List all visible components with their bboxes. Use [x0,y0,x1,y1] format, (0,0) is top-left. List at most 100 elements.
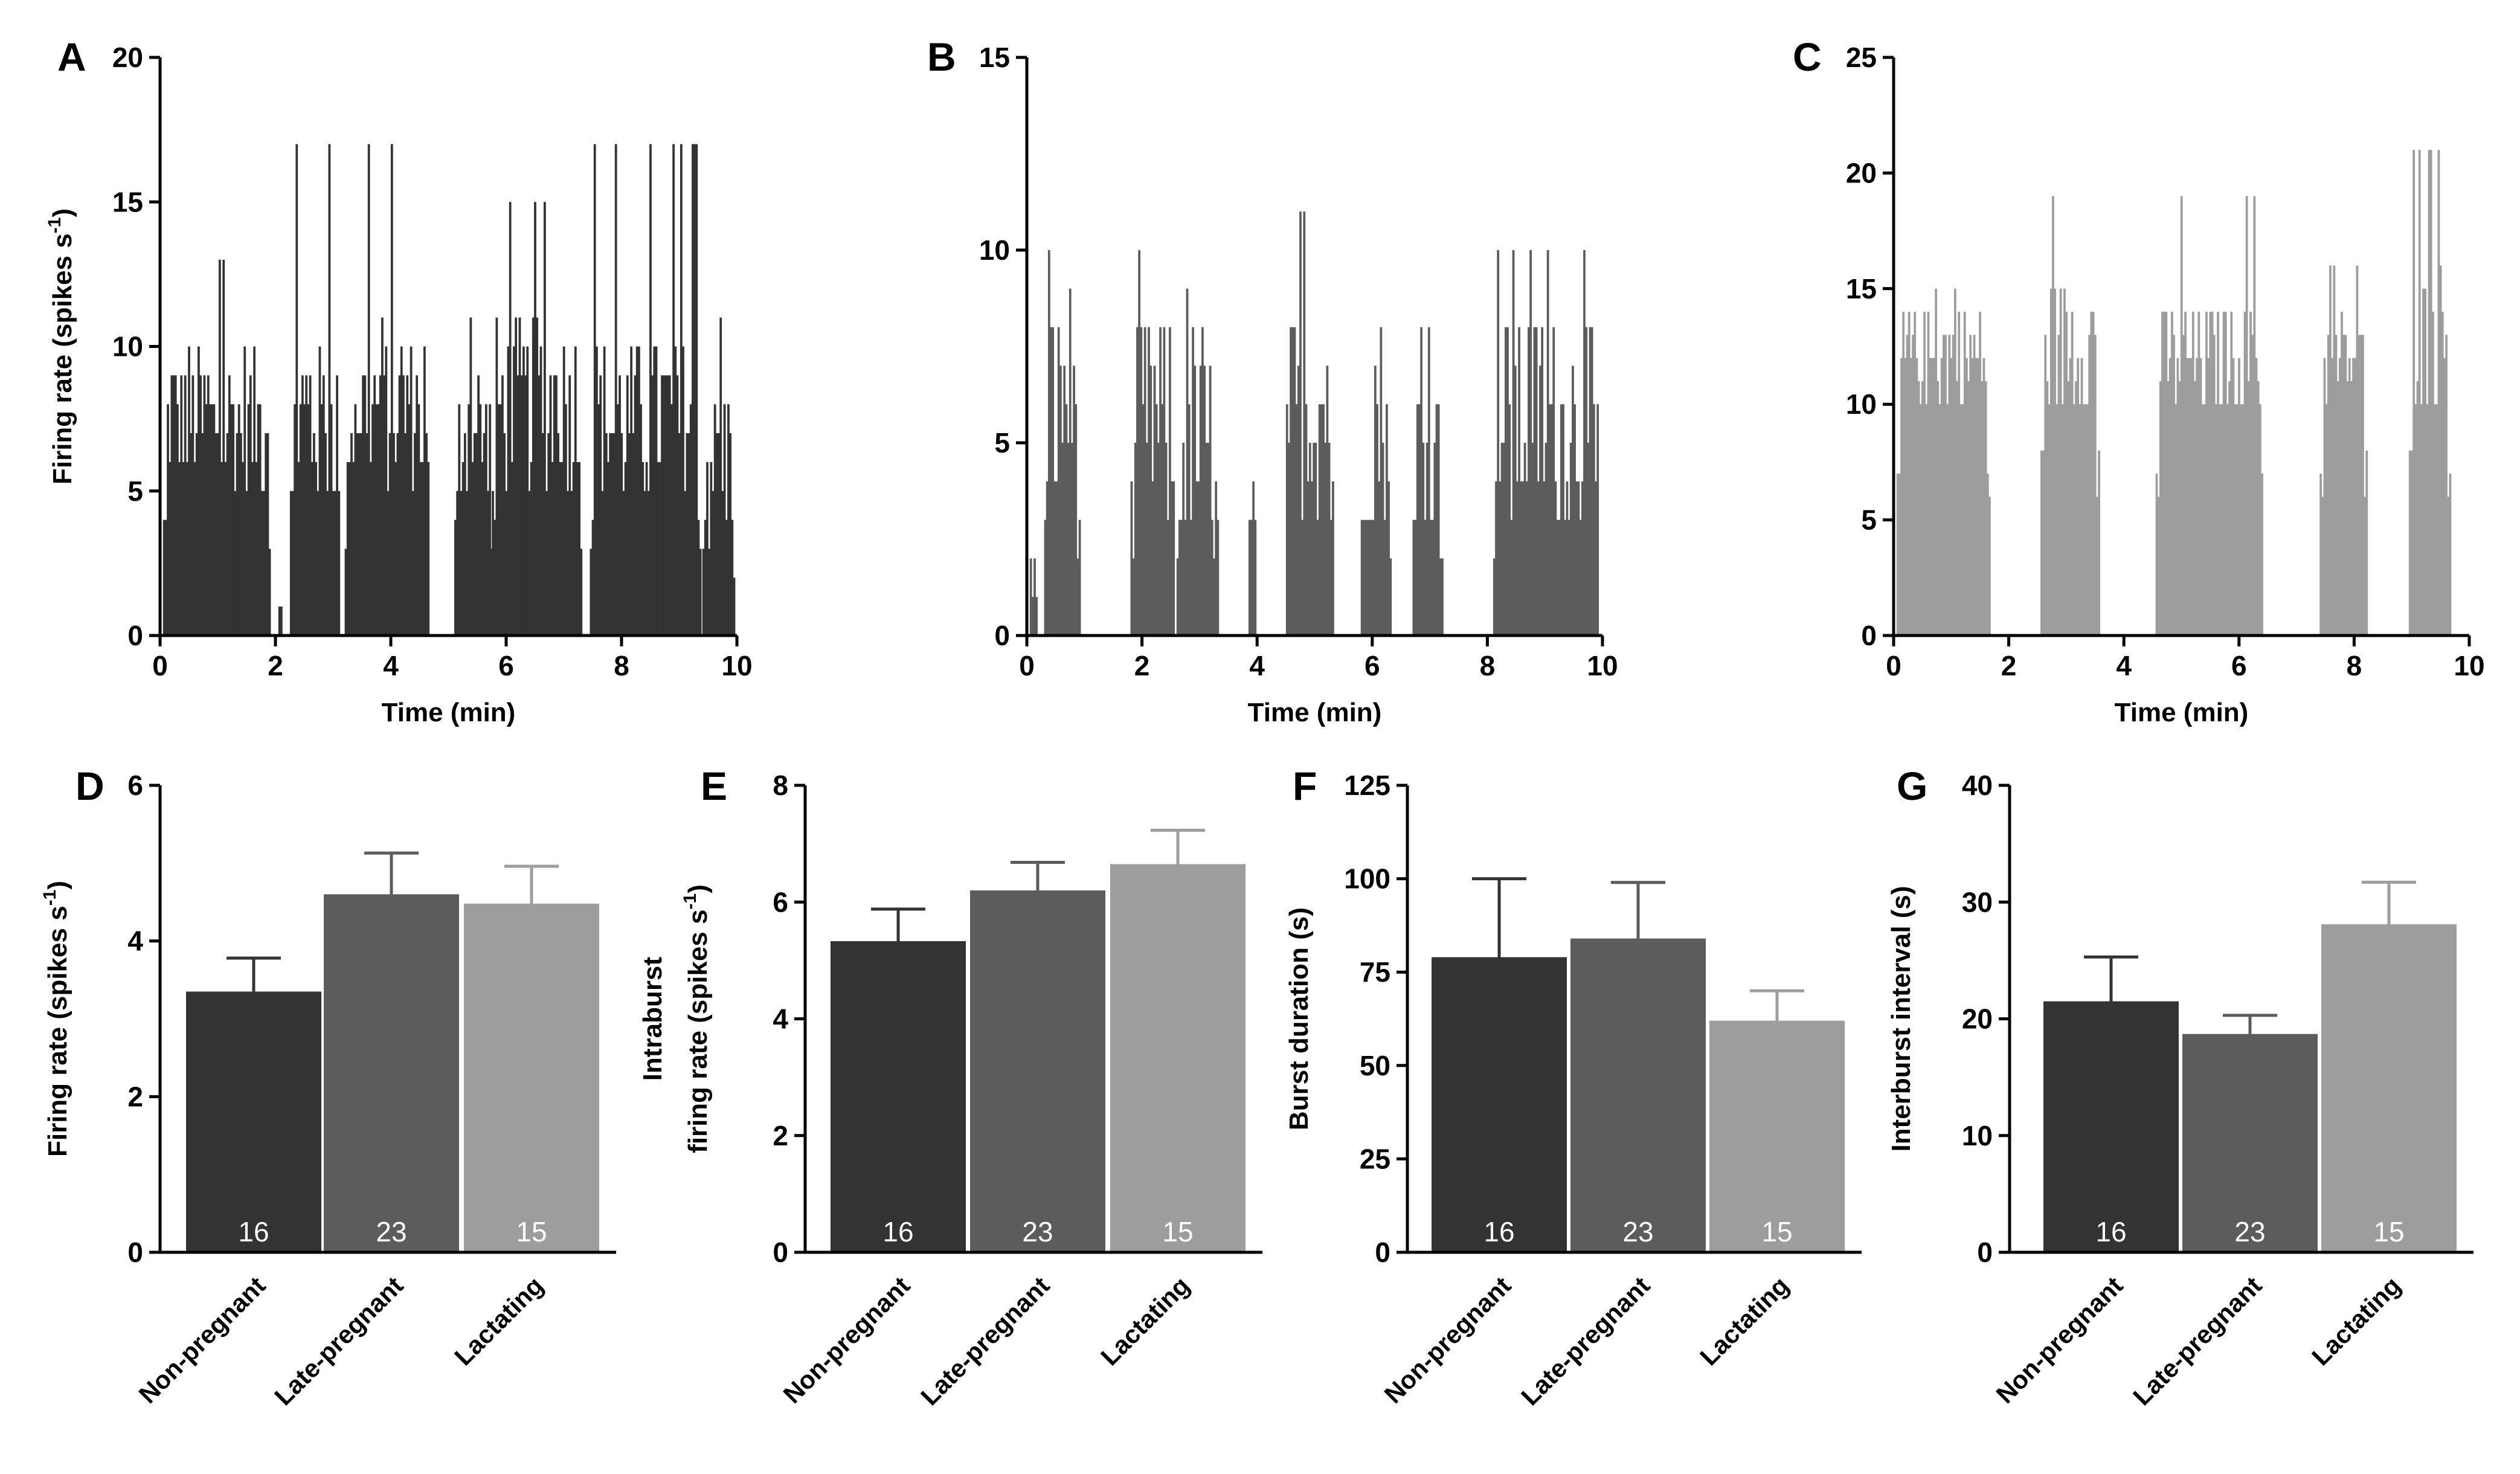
histogram-bar [649,144,652,636]
histogram-bar [1182,443,1185,636]
category-label: Late-pregnant [915,1271,1055,1411]
histogram-bar [1313,443,1316,636]
category-label: Non-pregnant [133,1271,271,1409]
histogram-bar [2336,381,2339,636]
x-axis-label: Time (min) [1248,698,1382,727]
histogram-bar [1372,520,1375,636]
histogram-bar [2046,381,2049,636]
histogram-bar [1159,327,1162,636]
y-axis-label: Firing rate (spikes s-1) [45,208,77,484]
histogram-bar [549,375,552,636]
histogram-bar [209,404,211,636]
histogram-bar [1528,327,1530,636]
histogram-bar [699,549,702,636]
histogram-bar [2346,381,2349,636]
histogram-bar [1929,358,1932,636]
y-tick-label: 0 [994,620,1010,651]
histogram-bar [1551,404,1553,636]
histogram-bar [637,346,640,636]
histogram-bar [2325,404,2328,636]
histogram-bar [393,433,395,636]
histogram-bar [346,462,349,636]
histogram-bar [1184,520,1187,636]
histogram-bar [1052,327,1055,636]
histogram-bar [317,491,320,636]
histogram-bar [2441,312,2444,636]
histogram-bar [1207,443,1210,636]
histogram-bar [1061,443,1064,636]
histogram-bar [2434,404,2436,636]
histogram-bar [255,462,258,636]
category-label: Lactating [1095,1271,1195,1371]
histogram-bar [1366,520,1369,636]
histogram-bar [1418,404,1421,636]
histogram-bar [723,404,726,636]
histogram-bar [1299,211,1302,636]
category-label: Non-pregnant [1378,1271,1516,1409]
histogram-bar [599,375,602,636]
histogram-bar [672,144,675,636]
histogram-bar [2329,265,2332,636]
histogram-bar [1065,404,1068,636]
histogram-bar [198,346,200,636]
histogram-bar [2408,450,2411,636]
histogram-bars [1896,150,2452,636]
histogram-bar [2077,358,2080,636]
histogram-bar [1176,558,1179,636]
histogram-bar [213,404,216,636]
histogram-bar [2178,381,2181,636]
histogram-bar [2331,358,2334,636]
histogram-bar [473,433,476,636]
histogram-bar [715,433,718,636]
histogram-bar [562,346,565,636]
y-axis-label: firing rate (spikes s-1) [680,884,713,1153]
histogram-bar [553,375,556,636]
histogram-bar [2191,312,2194,636]
histogram-bar [2090,312,2093,636]
histogram-bar [236,433,239,636]
category-label: Lactating [2306,1271,2406,1371]
histogram-bar [497,404,500,636]
histogram-bar [2416,381,2419,636]
histogram-bar [1053,481,1056,636]
histogram-bar [634,375,637,636]
histogram-bar [597,404,600,636]
histogram-bar [242,462,244,636]
histogram-bar [710,462,713,636]
histogram-bar [1525,481,1528,636]
histogram-bar [547,433,550,636]
histogram-bar [1332,481,1334,636]
histogram-bar [1952,335,1955,636]
histogram-bar [328,144,331,636]
histogram-bar [2445,335,2448,636]
histogram-bar [1933,358,1935,636]
histogram-bar [684,491,687,636]
histogram-bar [561,462,564,636]
panel-letter: G [1897,764,1927,808]
y-tick-label: 0 [1977,1237,1993,1268]
histogram-bar [503,433,506,636]
histogram-bar [534,202,536,636]
histogram-bar [2197,312,2200,636]
histogram-bar [1923,312,1926,636]
histogram-bar [203,375,206,636]
histogram-bar [379,375,382,636]
histogram-bar [162,520,166,636]
histogram-bar [2168,358,2171,636]
histogram-bar [619,375,621,636]
bar [2321,924,2457,1252]
histogram-bar [265,433,268,636]
histogram-bar [2199,358,2202,636]
histogram-bar [2258,404,2261,636]
histogram-bar [574,346,577,636]
histogram-bar [289,491,292,636]
histogram-bar [567,491,569,636]
histogram-bar [1896,474,1899,636]
histogram-bar [692,144,694,636]
histogram-bar [1067,443,1070,636]
histogram-bar [266,433,269,636]
n-label: 23 [1622,1216,1653,1247]
histogram-bar [469,317,472,636]
histogram-bar [2261,474,2263,636]
histogram-bar [632,433,635,636]
